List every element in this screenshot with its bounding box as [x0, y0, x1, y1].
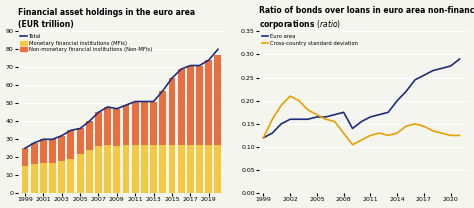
Bar [159, 145, 166, 193]
Bar [58, 161, 65, 193]
Bar [141, 145, 148, 193]
Bar [187, 66, 194, 145]
Bar [86, 150, 93, 193]
Legend: Euro area, Cross-country standard deviation: Euro area, Cross-country standard deviat… [262, 34, 358, 46]
Bar [214, 55, 221, 145]
Bar [49, 139, 56, 163]
Bar [205, 145, 212, 193]
Bar [187, 145, 194, 193]
Bar [77, 154, 83, 193]
Bar [150, 145, 157, 193]
Bar [77, 129, 83, 154]
Bar [21, 148, 28, 166]
Bar [169, 78, 175, 145]
Bar [67, 159, 74, 193]
Bar [196, 145, 203, 193]
Bar [196, 66, 203, 145]
Bar [123, 145, 129, 193]
Bar [21, 166, 28, 193]
Bar [104, 145, 111, 193]
Bar [132, 145, 139, 193]
Bar [113, 146, 120, 193]
Bar [40, 139, 47, 163]
Bar [40, 163, 47, 193]
Bar [169, 145, 175, 193]
Bar [159, 91, 166, 145]
Bar [95, 146, 102, 193]
Bar [150, 102, 157, 145]
Bar [49, 163, 56, 193]
Bar [31, 165, 37, 193]
Bar [132, 102, 139, 145]
Bar [95, 112, 102, 146]
Bar [86, 121, 93, 150]
Bar [67, 130, 74, 159]
Bar [205, 60, 212, 145]
Text: Financial asset holdings in the euro area
(EUR trillion): Financial asset holdings in the euro are… [18, 8, 195, 29]
Bar [214, 145, 221, 193]
Bar [58, 136, 65, 161]
Text: Ratio of bonds over loans in euro area non-financial
corporations $(ratio)$: Ratio of bonds over loans in euro area n… [259, 6, 474, 31]
Bar [31, 143, 37, 165]
Legend: Total, Monetary financial institutions (MFIs), Non-monetary financial institutio: Total, Monetary financial institutions (… [20, 34, 152, 52]
Bar [178, 145, 184, 193]
Bar [123, 105, 129, 145]
Bar [141, 102, 148, 145]
Bar [113, 109, 120, 146]
Bar [104, 107, 111, 145]
Bar [178, 69, 184, 145]
